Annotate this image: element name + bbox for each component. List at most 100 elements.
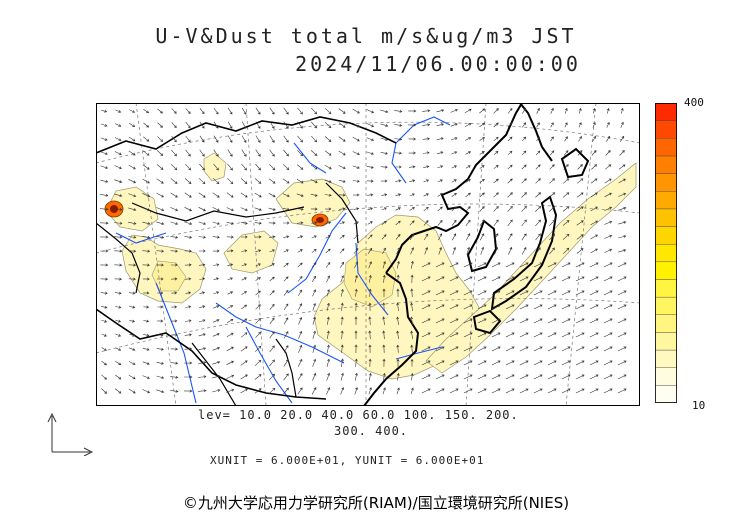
wind-arrow <box>339 221 345 225</box>
wind-arrow <box>562 233 570 240</box>
wind-arrow <box>463 374 473 380</box>
wind-arrow <box>311 248 317 253</box>
wind-arrow <box>142 277 150 281</box>
wind-arrow <box>521 246 527 255</box>
wind-arrow <box>618 192 627 197</box>
wind-arrow <box>519 360 529 366</box>
wind-arrow <box>326 302 330 311</box>
wind-arrow <box>382 261 386 269</box>
wind-arrow <box>324 122 332 129</box>
wind-arrow <box>240 192 248 198</box>
wind-arrow <box>618 221 627 225</box>
wind-arrow <box>340 372 344 381</box>
wind-arrow <box>618 249 627 253</box>
wind-arrow <box>421 346 431 352</box>
wind-arrow <box>184 235 193 239</box>
wind-arrow <box>465 219 471 226</box>
wind-arrow <box>184 347 193 351</box>
wind-arrow <box>380 137 389 141</box>
wind-arrow <box>617 304 627 310</box>
wind-arrow <box>101 347 107 351</box>
wind-arrow <box>297 262 303 268</box>
wind-arrow <box>324 164 332 170</box>
wind-arrow <box>519 304 529 310</box>
dust-area-west-inner <box>151 260 187 292</box>
wind-arrow <box>324 136 332 142</box>
wind-arrow <box>100 165 109 169</box>
wind-arrow <box>521 164 527 170</box>
wind-arrow <box>353 248 359 254</box>
wind-arrow <box>437 165 444 169</box>
wind-arrow <box>340 330 344 340</box>
wind-arrow <box>410 358 414 367</box>
wind-arrow <box>269 107 275 115</box>
wind-arrow <box>590 206 598 212</box>
wind-arrow <box>381 193 388 197</box>
wind-arrow <box>241 291 248 295</box>
wind-arrow <box>128 136 136 142</box>
wind-arrow <box>283 317 289 325</box>
wind-arrow <box>603 262 613 268</box>
wind-arrow <box>142 193 151 198</box>
wind-arrow <box>298 344 303 353</box>
wind-arrow <box>156 178 164 184</box>
wind-arrow <box>241 149 247 157</box>
wind-arrow <box>408 165 416 169</box>
wind-arrow <box>143 291 150 295</box>
wind-arrow <box>114 179 123 184</box>
wind-arrow <box>382 247 386 255</box>
wind-arrow <box>464 123 472 127</box>
wind-arrow <box>298 316 303 325</box>
wind-arrow <box>283 359 289 367</box>
wind-arrow <box>326 289 330 297</box>
colorbar-cell <box>655 138 677 157</box>
wind-arrow <box>226 319 234 323</box>
wind-arrow <box>227 277 233 281</box>
wind-vector-field <box>99 107 627 395</box>
wind-arrow <box>435 346 445 352</box>
wind-arrow <box>396 260 400 269</box>
wind-arrow <box>311 235 317 239</box>
wind-arrow <box>283 221 290 225</box>
wind-arrow <box>128 361 136 365</box>
wind-arrow <box>170 235 179 239</box>
wind-arrow <box>606 121 610 128</box>
wind-arrow <box>367 247 373 254</box>
wind-arrow <box>213 149 219 157</box>
wind-arrow <box>255 249 262 253</box>
wind-arrow <box>410 330 414 339</box>
wind-arrow <box>408 109 417 113</box>
wind-arrow <box>143 136 150 142</box>
wind-arrow <box>338 165 346 169</box>
wind-arrow <box>535 247 541 255</box>
wind-arrow <box>536 107 540 114</box>
wind-arrow <box>617 318 627 324</box>
wind-arrow <box>519 276 529 282</box>
wind-arrow <box>240 178 248 184</box>
wind-arrow <box>283 387 289 395</box>
wind-arrow <box>507 164 513 170</box>
wind-arrow <box>590 220 599 226</box>
wind-arrow <box>603 304 613 310</box>
wind-arrow <box>366 137 375 142</box>
wind-arrow <box>212 235 220 239</box>
wind-arrow <box>352 151 360 156</box>
wind-arrow <box>604 248 613 253</box>
wind-arrow <box>101 388 108 394</box>
wind-arrow <box>396 274 400 283</box>
colorbar-cell <box>655 385 677 403</box>
wind-arrow <box>521 178 527 184</box>
wind-arrow <box>269 345 275 353</box>
wind-arrow <box>575 318 585 324</box>
wind-arrow <box>479 219 485 227</box>
wind-arrow <box>410 288 414 298</box>
wind-arrow <box>170 263 178 267</box>
wind-arrow <box>550 122 554 128</box>
wind-arrow <box>254 345 262 352</box>
wind-arrow <box>409 233 415 240</box>
wind-arrow <box>212 192 220 198</box>
wind-arrow <box>115 305 122 309</box>
wind-arrow <box>449 276 459 282</box>
wind-arrow <box>283 276 289 282</box>
wind-arrow <box>603 290 613 296</box>
